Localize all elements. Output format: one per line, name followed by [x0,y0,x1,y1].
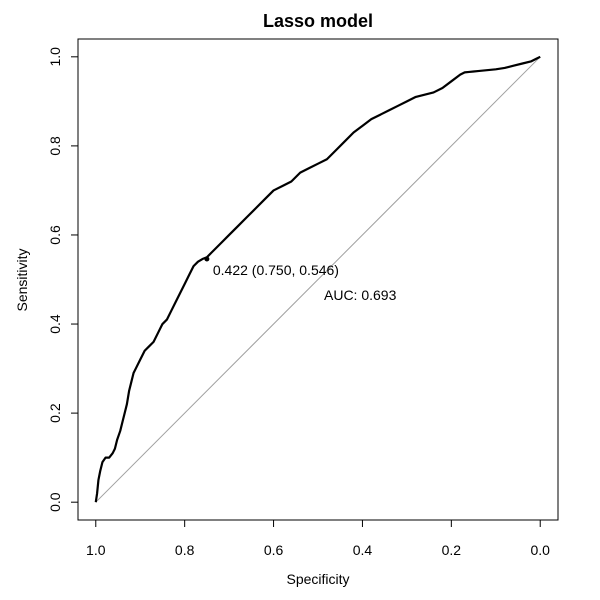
y-axis-label: Sensitivity [14,248,30,311]
y-tick-label: 1.0 [47,47,63,67]
y-tick-label: 0.6 [47,225,63,245]
roc-curve-line [94,55,541,503]
x-tick-label: 1.0 [86,542,106,558]
reference-diagonal-line [95,56,541,503]
y-tick-label: 0.4 [47,314,63,334]
x-tick-label: 0.2 [442,542,462,558]
chart-title: Lasso model [263,11,373,31]
x-tick-label: 0.6 [264,542,284,558]
x-tick-label: 0.8 [175,542,195,558]
x-tick-label: 0.0 [530,542,550,558]
annotations: 0.422 (0.750, 0.546) AUC: 0.693 [213,262,397,303]
y-tick-label: 0.8 [47,136,63,156]
y-axis: 0.0 0.2 0.4 0.6 0.8 1.0 [47,47,78,512]
x-axis-label: Specificity [286,571,349,587]
auc-annotation: AUC: 0.693 [324,287,397,303]
x-tick-label: 0.4 [353,542,373,558]
plot-frame [77,38,559,521]
best-threshold-point [204,256,210,262]
y-tick-label: 0.0 [47,492,63,512]
threshold-annotation: 0.422 (0.750, 0.546) [213,262,339,278]
y-tick-label: 0.2 [47,403,63,423]
x-axis: 1.0 0.8 0.6 0.4 0.2 0.0 [86,520,550,558]
